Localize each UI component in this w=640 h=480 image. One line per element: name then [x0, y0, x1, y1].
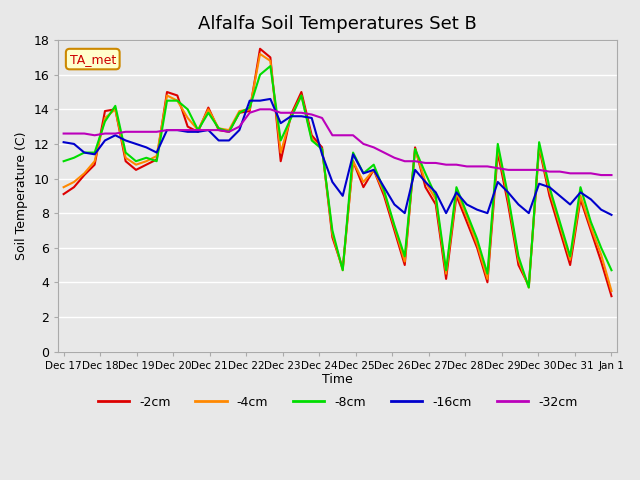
Line: -32cm: -32cm [63, 109, 611, 175]
Y-axis label: Soil Temperature (C): Soil Temperature (C) [15, 132, 28, 260]
-16cm [370, 167, 378, 173]
-8cm [607, 267, 615, 273]
-16cm [442, 210, 450, 216]
-32cm [256, 107, 264, 112]
-4cm [390, 224, 398, 230]
-16cm [607, 212, 615, 218]
-2cm [607, 293, 615, 299]
-4cm [256, 51, 264, 57]
-16cm [390, 202, 398, 207]
-32cm [442, 162, 450, 168]
-2cm [153, 156, 161, 162]
-8cm [390, 222, 398, 228]
Line: -2cm: -2cm [63, 49, 611, 296]
Legend: -2cm, -4cm, -8cm, -16cm, -32cm: -2cm, -4cm, -8cm, -16cm, -32cm [93, 391, 582, 414]
Text: TA_met: TA_met [70, 53, 116, 66]
-4cm [442, 271, 450, 276]
-4cm [607, 288, 615, 294]
-32cm [153, 129, 161, 135]
-2cm [401, 262, 408, 268]
Line: -4cm: -4cm [63, 54, 611, 291]
-16cm [277, 120, 285, 126]
-8cm [525, 285, 532, 290]
X-axis label: Time: Time [322, 373, 353, 386]
-8cm [401, 253, 408, 259]
-8cm [442, 267, 450, 273]
-16cm [266, 96, 274, 102]
-2cm [60, 191, 67, 197]
-2cm [277, 158, 285, 164]
-8cm [266, 63, 274, 69]
-4cm [370, 167, 378, 173]
-4cm [153, 153, 161, 159]
-32cm [277, 110, 285, 116]
-32cm [60, 131, 67, 136]
-32cm [401, 158, 408, 164]
-8cm [277, 138, 285, 144]
-16cm [401, 210, 408, 216]
-4cm [277, 150, 285, 156]
-32cm [607, 172, 615, 178]
-2cm [256, 46, 264, 52]
-16cm [153, 150, 161, 156]
-2cm [390, 228, 398, 233]
-8cm [153, 158, 161, 164]
Title: Alfalfa Soil Temperatures Set B: Alfalfa Soil Temperatures Set B [198, 15, 477, 33]
Line: -16cm: -16cm [63, 99, 611, 215]
-32cm [370, 144, 378, 150]
-8cm [370, 162, 378, 168]
Line: -8cm: -8cm [63, 66, 611, 288]
-4cm [401, 259, 408, 264]
-32cm [597, 172, 605, 178]
-4cm [60, 184, 67, 190]
-32cm [390, 155, 398, 161]
-2cm [442, 276, 450, 282]
-8cm [60, 158, 67, 164]
-2cm [370, 167, 378, 173]
-16cm [60, 139, 67, 145]
